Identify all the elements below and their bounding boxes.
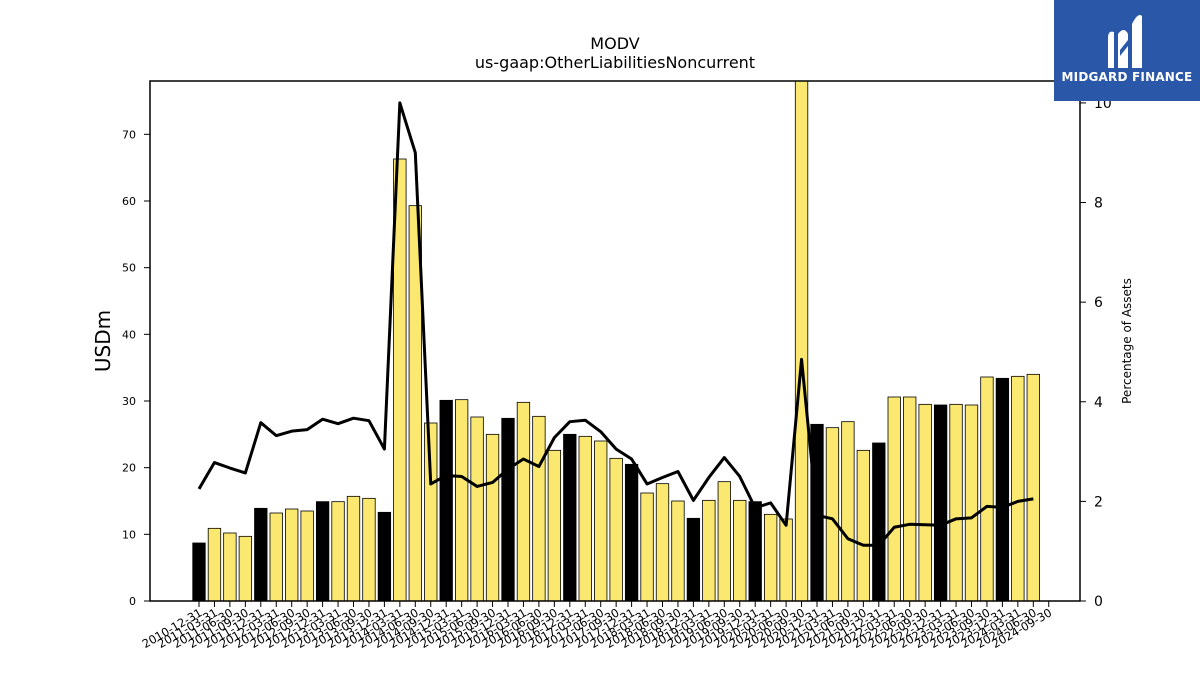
bar bbox=[933, 404, 948, 602]
bar bbox=[872, 442, 886, 602]
bar bbox=[485, 433, 500, 602]
bar bbox=[825, 427, 840, 602]
bar bbox=[254, 507, 268, 602]
bar bbox=[671, 500, 685, 602]
bar bbox=[841, 421, 855, 602]
y2-axis-label: Percentage of Assets bbox=[1120, 278, 1134, 404]
bar bbox=[733, 499, 747, 602]
bar bbox=[995, 377, 1010, 602]
bar bbox=[207, 527, 222, 602]
bar bbox=[949, 403, 963, 602]
plot-frame bbox=[149, 80, 1081, 602]
y-tick-label: 10 bbox=[122, 528, 136, 541]
bar bbox=[501, 417, 515, 602]
bar bbox=[377, 511, 392, 602]
bar bbox=[609, 457, 623, 602]
bar bbox=[192, 542, 206, 602]
y-tick-label: 20 bbox=[122, 462, 136, 475]
bar bbox=[269, 512, 283, 602]
line-series bbox=[197, 101, 1034, 547]
y-axis-label: USDm bbox=[91, 310, 115, 372]
bar bbox=[748, 501, 762, 602]
y2-tick-label: 0 bbox=[1094, 594, 1103, 610]
brand-logo: MIDGARD FINANCE bbox=[1054, 0, 1200, 101]
bar bbox=[563, 433, 577, 602]
bar bbox=[702, 499, 716, 602]
bar bbox=[532, 415, 546, 602]
percentage-line bbox=[197, 101, 1034, 547]
bar bbox=[1011, 375, 1025, 602]
bar bbox=[640, 492, 654, 602]
bar bbox=[454, 399, 469, 602]
bar bbox=[980, 376, 994, 602]
x-axis: 2010-12-312011-03-312011-06-302011-09-30… bbox=[140, 601, 1054, 651]
bar bbox=[856, 449, 870, 602]
bar bbox=[903, 396, 917, 602]
bar bbox=[223, 532, 237, 602]
y-tick-label: 40 bbox=[122, 328, 136, 341]
y2-tick-label: 2 bbox=[1094, 494, 1103, 510]
y2-tick-label: 6 bbox=[1094, 295, 1103, 311]
y-tick-label: 0 bbox=[129, 595, 136, 608]
bar bbox=[300, 510, 314, 602]
bar bbox=[764, 513, 778, 602]
chart-title: MODV bbox=[590, 34, 639, 53]
bar bbox=[779, 518, 793, 602]
bar bbox=[594, 440, 608, 602]
bar bbox=[315, 501, 330, 602]
bar bbox=[918, 403, 932, 602]
y-axis: 0 10 20 30 40 50 60 70 bbox=[122, 128, 150, 608]
bar bbox=[578, 435, 592, 602]
chart-subtitle: us-gaap:OtherLiabilitiesNoncurrent bbox=[475, 53, 755, 72]
bar bbox=[887, 396, 901, 602]
bar bbox=[624, 463, 639, 602]
bar bbox=[238, 535, 253, 602]
logo-text: MIDGARD FINANCE bbox=[1061, 70, 1193, 84]
bar bbox=[547, 449, 561, 602]
bar bbox=[717, 481, 731, 602]
y2-tick-label: 8 bbox=[1094, 196, 1103, 212]
bar bbox=[1026, 373, 1040, 602]
y-tick-label: 70 bbox=[122, 128, 136, 141]
bar bbox=[285, 508, 299, 602]
bar bbox=[686, 517, 701, 602]
bar bbox=[362, 497, 376, 602]
bar bbox=[794, 80, 809, 602]
bar bbox=[331, 501, 345, 602]
bar bbox=[964, 404, 979, 602]
midgard-logo-icon bbox=[1108, 15, 1142, 69]
y-tick-label: 30 bbox=[122, 395, 136, 408]
y2-tick-label: 4 bbox=[1094, 395, 1103, 411]
bar bbox=[516, 401, 531, 602]
bar bbox=[655, 483, 670, 602]
bar bbox=[424, 422, 438, 602]
y-tick-label: 60 bbox=[122, 195, 136, 208]
bar bbox=[439, 399, 453, 602]
bar bbox=[470, 416, 484, 602]
y-tick-label: 50 bbox=[122, 262, 136, 275]
bar bbox=[346, 495, 361, 602]
